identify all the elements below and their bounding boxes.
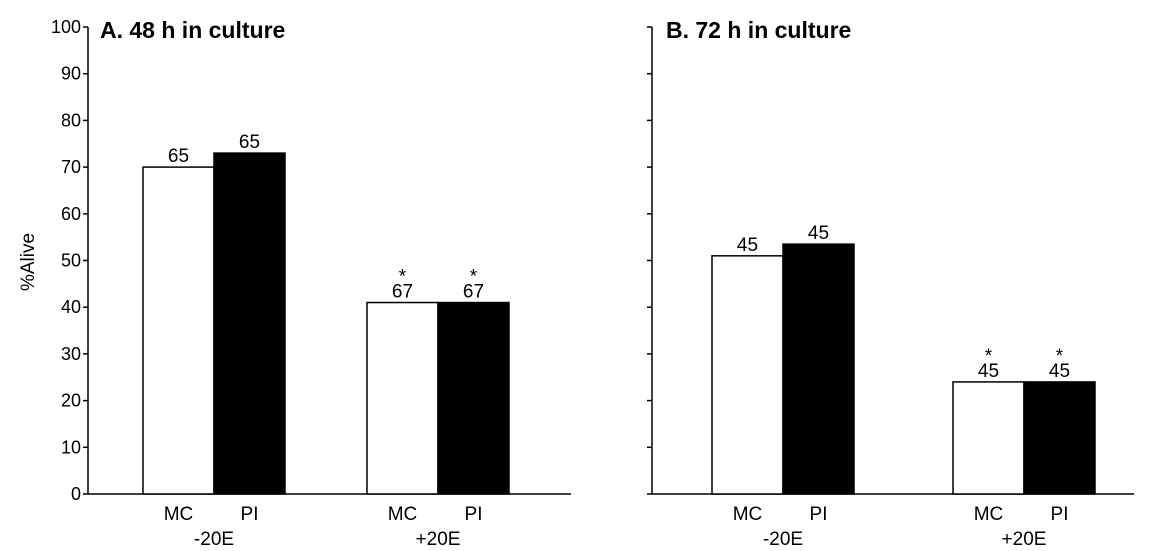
panel-a-bar-mc-minus-20e [142, 166, 215, 495]
bar-n-label: 45 [808, 223, 829, 244]
y-axis-label: %Alive [18, 233, 39, 291]
significance-star: * [985, 346, 993, 367]
y-tick-label: 20 [61, 391, 81, 411]
series-label: MC [388, 504, 418, 525]
bar-n-label: 45 [978, 361, 999, 382]
bar-n-label: 67 [392, 282, 413, 303]
y-tick-label: 90 [61, 64, 81, 84]
panel-a-bar-pi-plus-20e [437, 301, 510, 495]
series-label: MC [974, 504, 1004, 525]
group-label: +20E [1002, 529, 1047, 550]
y-tick-label: 100 [51, 17, 81, 37]
panel-b-bar-pi-minus-20e [782, 243, 855, 495]
y-tick-label: 10 [61, 437, 81, 457]
series-label: PI [810, 504, 828, 525]
significance-star: * [399, 267, 407, 288]
panel-b: B. 72 h in culture 45MC45PI-20E45*MC45*P… [647, 17, 1134, 550]
y-tick-label: 60 [61, 204, 81, 224]
panel-a-title: A. 48 h in culture [100, 17, 285, 43]
series-label: PI [465, 504, 483, 525]
y-tick-label: 30 [61, 344, 81, 364]
group-label: +20E [416, 529, 461, 550]
bar-n-label: 45 [1049, 361, 1070, 382]
panel-b-bar-pi-plus-20e [1023, 381, 1096, 495]
panel-b-title: B. 72 h in culture [666, 17, 851, 43]
panel-b-bar-mc-plus-20e [952, 381, 1025, 495]
y-tick-label: 0 [71, 484, 81, 504]
y-tick-label: 70 [61, 157, 81, 177]
series-label: MC [733, 504, 763, 525]
y-tick-label: 40 [61, 297, 81, 317]
panel-a-bar-pi-minus-20e [213, 152, 286, 495]
panel-b-bar-mc-minus-20e [711, 255, 784, 495]
y-tick-label: 50 [61, 251, 81, 271]
series-label: PI [241, 504, 259, 525]
bar-n-label: 65 [239, 132, 260, 153]
panel-a-bar-mc-plus-20e [366, 301, 439, 495]
series-label: PI [1051, 504, 1069, 525]
significance-star: * [470, 267, 478, 288]
group-label: -20E [763, 529, 803, 550]
panel-a: A. 48 h in culture 0 10 20 30 40 50 60 70 80 90 10… [51, 17, 571, 550]
series-label: MC [164, 504, 194, 525]
bar-n-label: 67 [463, 282, 484, 303]
bar-n-label: 45 [737, 235, 758, 256]
bar-n-label: 65 [168, 146, 189, 167]
y-tick-label: 80 [61, 110, 81, 130]
group-label: -20E [194, 529, 234, 550]
significance-star: * [1056, 346, 1064, 367]
